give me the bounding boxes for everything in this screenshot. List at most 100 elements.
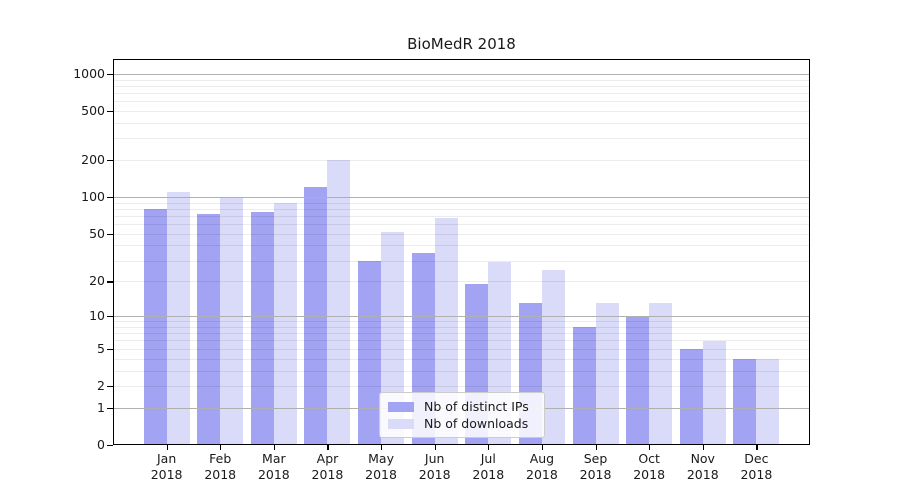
x-axis-tick-label: Dec 2018 bbox=[726, 451, 786, 483]
y-axis-tick-label: 5 bbox=[97, 340, 105, 356]
x-axis-tick bbox=[488, 445, 490, 450]
bar-distinct-ips bbox=[250, 212, 274, 445]
minor-gridline bbox=[113, 208, 810, 210]
x-tick-month: Jan bbox=[156, 451, 177, 466]
x-axis-tick-label: Jan 2018 bbox=[137, 451, 197, 483]
x-tick-month: Oct bbox=[638, 451, 660, 466]
x-tick-year: 2018 bbox=[365, 467, 397, 482]
x-axis-tick-label: Oct 2018 bbox=[619, 451, 679, 483]
legend-swatch-downloads bbox=[388, 418, 414, 429]
x-axis-tick-label: Mar 2018 bbox=[244, 451, 304, 483]
bar-downloads bbox=[327, 160, 351, 445]
x-axis-tick bbox=[327, 445, 329, 450]
minor-gridline bbox=[113, 260, 810, 262]
x-tick-month: Apr bbox=[316, 451, 339, 466]
major-gridline bbox=[113, 197, 810, 199]
legend: Nb of distinct IPs Nb of downloads bbox=[379, 392, 545, 438]
minor-gridline bbox=[113, 138, 810, 140]
y-axis-tick-label: 500 bbox=[81, 103, 105, 119]
x-axis-tick-label: Apr 2018 bbox=[297, 451, 357, 483]
x-axis-tick-label: Jul 2018 bbox=[458, 451, 518, 483]
x-tick-year: 2018 bbox=[472, 467, 505, 482]
x-tick-month: Nov bbox=[690, 451, 715, 466]
y-axis-tick bbox=[107, 73, 113, 76]
minor-gridline bbox=[113, 122, 810, 124]
x-axis-tick bbox=[649, 445, 651, 450]
x-tick-year: 2018 bbox=[311, 467, 344, 482]
y-axis-tick bbox=[107, 281, 113, 283]
x-tick-year: 2018 bbox=[633, 467, 666, 482]
x-axis-tick-label: Nov 2018 bbox=[673, 451, 733, 483]
y-axis-tick-label: 1 bbox=[97, 399, 105, 415]
minor-gridline bbox=[113, 85, 810, 87]
y-axis-tick bbox=[107, 197, 113, 199]
y-axis-tick-label: 1000 bbox=[73, 65, 105, 81]
legend-swatch-distinct-ips bbox=[388, 401, 414, 412]
minor-gridline bbox=[113, 233, 810, 235]
minor-gridline bbox=[113, 224, 810, 226]
minor-gridline bbox=[113, 358, 810, 360]
x-tick-month: Jun bbox=[424, 451, 445, 466]
y-axis-tick bbox=[107, 407, 113, 409]
minor-gridline bbox=[113, 326, 810, 328]
x-axis-tick bbox=[434, 445, 436, 450]
bar-downloads bbox=[541, 270, 565, 445]
y-axis-tick-label: 2 bbox=[97, 377, 105, 393]
minor-gridline bbox=[113, 370, 810, 372]
x-axis-tick bbox=[541, 445, 544, 450]
x-tick-month: Mar bbox=[262, 451, 286, 466]
bar-downloads bbox=[220, 198, 244, 445]
legend-item-distinct-ips: Nb of distinct IPs bbox=[388, 398, 536, 415]
y-axis-tick bbox=[107, 348, 113, 350]
x-axis-tick bbox=[166, 445, 168, 450]
y-axis-tick-label: 50 bbox=[89, 225, 105, 241]
y-axis-tick bbox=[107, 385, 113, 388]
bar-distinct-ips bbox=[572, 327, 596, 445]
y-axis-tick bbox=[107, 316, 113, 318]
x-axis-tick-label: May 2018 bbox=[351, 451, 411, 483]
minor-gridline bbox=[113, 321, 810, 323]
y-axis-tick bbox=[107, 233, 113, 235]
x-axis-tick bbox=[595, 445, 597, 450]
minor-gridline bbox=[113, 385, 810, 387]
x-axis-tick bbox=[381, 445, 383, 450]
minor-gridline bbox=[113, 215, 810, 217]
bar-downloads bbox=[702, 340, 726, 445]
major-gridline bbox=[113, 316, 810, 318]
bar-distinct-ips bbox=[626, 316, 650, 445]
grid-layer bbox=[113, 59, 810, 445]
y-axis-tick-label: 200 bbox=[81, 152, 105, 168]
x-tick-year: 2018 bbox=[526, 467, 558, 482]
legend-label-downloads: Nb of downloads bbox=[424, 416, 529, 431]
x-tick-year: 2018 bbox=[204, 467, 237, 482]
minor-gridline bbox=[113, 202, 810, 204]
chart-title: BioMedR 2018 bbox=[407, 35, 516, 53]
minor-gridline bbox=[113, 92, 810, 94]
x-tick-year: 2018 bbox=[257, 467, 290, 482]
x-tick-month: Jul bbox=[480, 451, 496, 466]
x-tick-month: Feb bbox=[209, 451, 232, 466]
x-axis-tick bbox=[702, 445, 704, 450]
minor-gridline bbox=[113, 340, 810, 342]
x-tick-year: 2018 bbox=[150, 467, 183, 482]
bar-downloads bbox=[166, 192, 190, 445]
x-tick-year: 2018 bbox=[686, 467, 719, 482]
minor-gridline bbox=[113, 348, 810, 350]
bar-downloads bbox=[649, 303, 673, 445]
bar-downloads bbox=[434, 217, 458, 445]
x-axis-tick bbox=[273, 445, 276, 450]
y-axis-tick bbox=[107, 160, 113, 162]
x-tick-month: Dec bbox=[744, 451, 769, 466]
x-tick-year: 2018 bbox=[418, 467, 451, 482]
minor-gridline bbox=[113, 281, 810, 283]
legend-item-downloads: Nb of downloads bbox=[388, 415, 536, 432]
x-axis-tick-label: Aug 2018 bbox=[512, 451, 572, 483]
bar-distinct-ips bbox=[197, 213, 221, 445]
minor-gridline bbox=[113, 160, 810, 162]
plot-area bbox=[113, 59, 810, 445]
x-tick-year: 2018 bbox=[740, 467, 773, 482]
x-axis-tick-label: Sep 2018 bbox=[566, 451, 626, 483]
bar-distinct-ips bbox=[143, 208, 167, 445]
minor-gridline bbox=[113, 101, 810, 103]
